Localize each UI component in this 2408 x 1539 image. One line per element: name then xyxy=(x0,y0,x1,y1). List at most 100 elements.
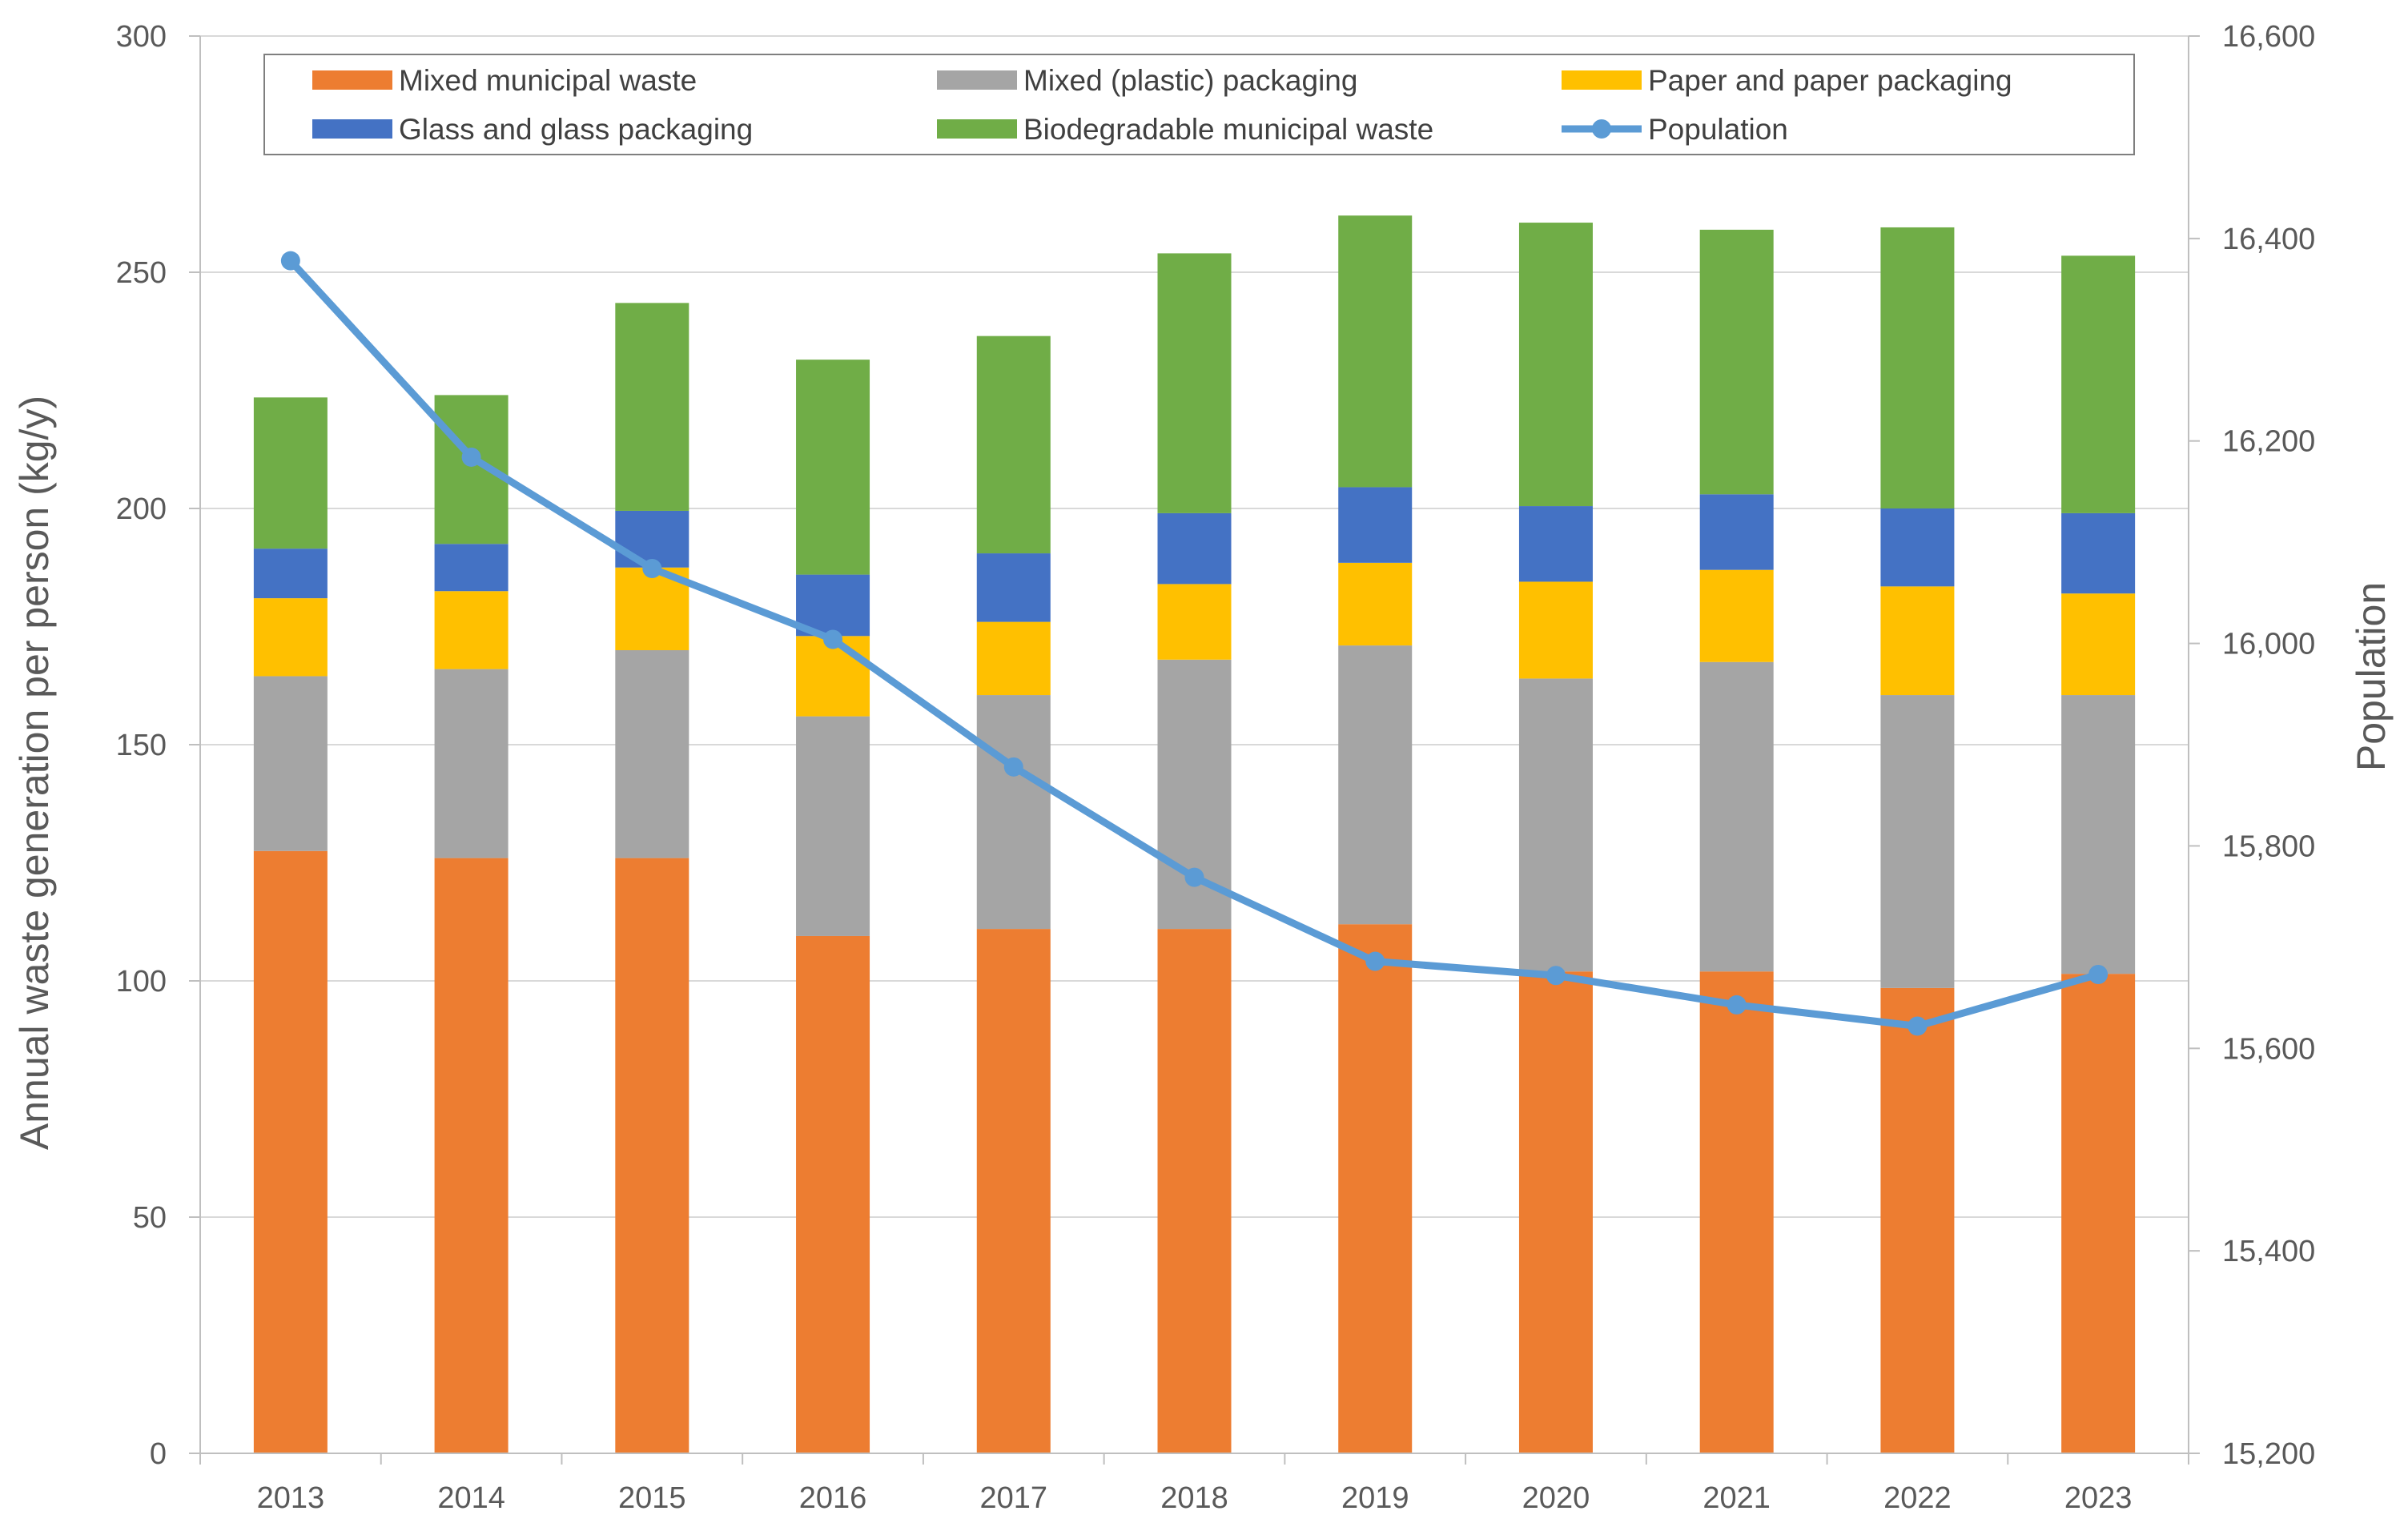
bar-segment xyxy=(1338,924,1413,1453)
bar-segment xyxy=(1518,581,1593,679)
y2-axis-title: Population xyxy=(2349,582,2394,771)
legend-box xyxy=(263,54,2135,155)
bar-segment xyxy=(1157,584,1232,660)
bar-segment xyxy=(1518,678,1593,972)
bar-segment xyxy=(1338,645,1413,925)
legend-label: Population xyxy=(1648,113,1788,146)
bar-segment xyxy=(2061,974,2136,1453)
bar-segment xyxy=(1880,987,1955,1453)
y-tick-label: 300 xyxy=(116,20,167,54)
bar-segment xyxy=(2061,593,2136,696)
bar-segment xyxy=(976,929,1051,1453)
bar-segment xyxy=(615,510,689,568)
bar-segment xyxy=(796,636,870,717)
bar-segment xyxy=(1880,227,1955,508)
population-point xyxy=(1727,995,1747,1015)
y2-tick-label: 16,600 xyxy=(2222,20,2315,54)
population-line-group xyxy=(280,251,2109,1036)
legend-label: Mixed municipal waste xyxy=(399,64,697,97)
population-point xyxy=(642,559,662,579)
y-tick-label: 250 xyxy=(116,256,167,290)
legend-label: Glass and glass packaging xyxy=(399,113,753,146)
population-point xyxy=(280,251,300,271)
y-tick-label: 150 xyxy=(116,729,167,762)
bar-segment xyxy=(2061,255,2136,513)
bar-segment xyxy=(796,716,870,936)
population-point xyxy=(1908,1016,1928,1036)
bar-segment xyxy=(1880,695,1955,988)
x-tick-label: 2023 xyxy=(2064,1481,2133,1515)
bar-segment xyxy=(976,553,1051,622)
population-point xyxy=(823,629,843,649)
x-tick-label: 2020 xyxy=(1522,1481,1590,1515)
bar-segment xyxy=(434,858,509,1453)
bar-segment xyxy=(615,303,689,511)
y2-tick-label: 15,800 xyxy=(2222,830,2315,863)
bar-segment xyxy=(796,574,870,637)
bar-segment xyxy=(1699,971,1774,1453)
bar-segment xyxy=(1699,569,1774,662)
legend-swatch-marker xyxy=(1592,119,1611,139)
bar-segment xyxy=(2061,695,2136,974)
bar-segment xyxy=(2061,512,2136,594)
bar-segment xyxy=(253,548,328,599)
population-point xyxy=(461,447,481,467)
y2-tick-label: 15,200 xyxy=(2222,1437,2315,1471)
bar-segment xyxy=(1157,512,1232,585)
bar-segment xyxy=(976,695,1051,930)
bar-segment xyxy=(1880,508,1955,587)
x-tick-label: 2016 xyxy=(799,1481,867,1515)
bar-segment xyxy=(253,598,328,677)
bar-segment xyxy=(1157,253,1232,513)
x-tick-label: 2021 xyxy=(1702,1481,1771,1515)
bar-segment xyxy=(976,621,1051,696)
population-point xyxy=(1546,966,1566,986)
x-tick-label: 2018 xyxy=(1160,1481,1228,1515)
bar-segment xyxy=(1338,487,1413,563)
x-tick-label: 2013 xyxy=(257,1481,325,1515)
bar-segment xyxy=(976,336,1051,554)
bar-segment xyxy=(1518,223,1593,507)
bar-segment xyxy=(1699,494,1774,570)
bar-segment xyxy=(434,669,509,858)
legend-swatch xyxy=(1562,70,1642,90)
bar-segment xyxy=(1338,562,1413,646)
population-point xyxy=(1365,951,1385,971)
bar-segment xyxy=(1338,215,1413,488)
tick-labels-group: 0 50 100 150 200 250 300 15,200 15,400 15,600 15,8… xyxy=(116,20,2316,1515)
bar-segment xyxy=(253,397,328,549)
legend-swatch xyxy=(312,119,392,139)
y2-tick-label: 16,000 xyxy=(2222,628,2315,661)
bar-segment xyxy=(615,858,689,1453)
bar-segment xyxy=(1699,229,1774,495)
axes-group xyxy=(189,35,2200,1465)
legend-swatch xyxy=(312,70,392,90)
x-tick-label: 2015 xyxy=(618,1481,686,1515)
bar-segment xyxy=(253,850,328,1453)
bar-segment xyxy=(1699,661,1774,972)
bar-segment xyxy=(253,676,328,851)
legend-label: Mixed (plastic) packaging xyxy=(1023,64,1357,97)
bar-segment xyxy=(434,544,509,592)
bar-segment xyxy=(796,360,870,575)
bar-segment xyxy=(1518,971,1593,1453)
y2-tick-label: 15,600 xyxy=(2222,1032,2315,1066)
x-tick-label: 2022 xyxy=(1883,1481,1952,1515)
y2-tick-label: 16,400 xyxy=(2222,223,2315,256)
x-tick-label: 2017 xyxy=(979,1481,1047,1515)
y-tick-label: 0 xyxy=(150,1437,167,1471)
bar-segment xyxy=(796,935,870,1453)
bar-series-group xyxy=(253,215,2136,1453)
y2-tick-label: 16,200 xyxy=(2222,425,2315,459)
y-tick-label: 200 xyxy=(116,492,167,526)
bar-segment xyxy=(615,650,689,858)
bar-segment xyxy=(1880,586,1955,696)
population-point xyxy=(1003,757,1023,777)
bar-segment xyxy=(1157,929,1232,1453)
x-tick-label: 2014 xyxy=(437,1481,505,1515)
population-point xyxy=(2088,964,2109,984)
y2-tick-label: 15,400 xyxy=(2222,1235,2315,1268)
bar-segment xyxy=(434,591,509,669)
legend-swatch xyxy=(937,70,1017,90)
